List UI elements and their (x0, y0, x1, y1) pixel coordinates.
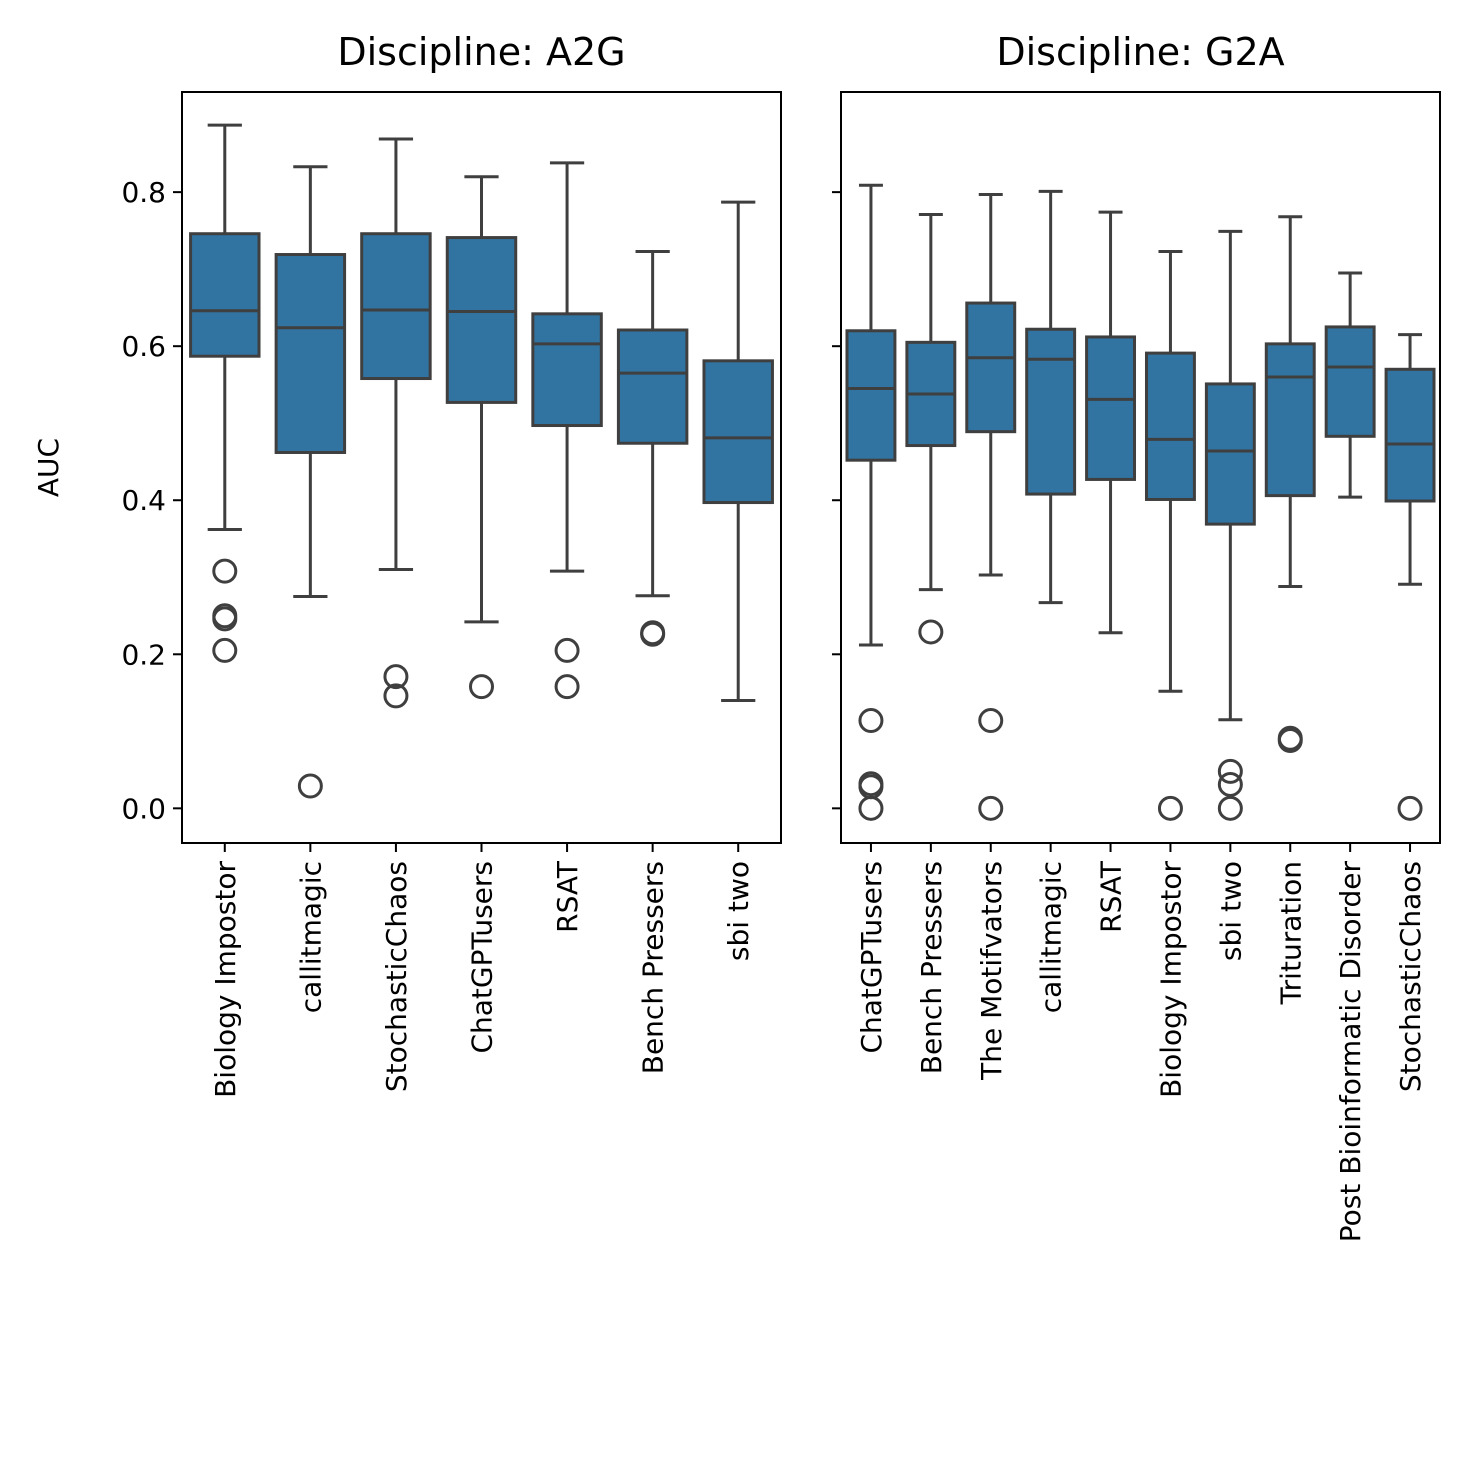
x-tick-label: RSAT (1095, 860, 1128, 933)
x-tick-label: callitmagic (294, 861, 327, 1013)
box-the-motifvators (965, 192, 1017, 821)
box-sbi-two (702, 200, 774, 703)
box-rsat (1085, 210, 1137, 635)
outlier-point (297, 773, 323, 799)
outlier-point (1217, 771, 1243, 797)
x-tick-label: Post Bioinformatic Disorder (1334, 861, 1367, 1243)
box-body (1144, 351, 1196, 501)
outlier-point (212, 637, 238, 663)
box-body (189, 232, 261, 358)
box-body (274, 253, 347, 454)
outlier-point (1397, 795, 1423, 821)
box-body (845, 329, 897, 462)
chart-panel-1: Discipline: A2G AUC 0.0 0.2 0.4 0.6 0.8 Biology… (32, 30, 782, 1098)
box-callitmagic (274, 165, 347, 799)
plot-frame (840, 91, 1441, 844)
box-body (1264, 342, 1316, 498)
x-tick-label: sbi two (1214, 861, 1247, 961)
box-biology-impostor (1144, 249, 1196, 821)
outlier-point (383, 664, 409, 690)
box-stochasticchaos (360, 137, 432, 709)
box-chatgptusers (845, 183, 897, 821)
outlier-point (383, 683, 409, 709)
outlier-point (212, 606, 238, 632)
box-body (445, 236, 518, 404)
box-rsat (531, 161, 603, 700)
y-axis-label: AUC (32, 438, 65, 497)
box-callitmagic (1025, 189, 1077, 605)
outlier-point (1217, 795, 1243, 821)
box-body (1025, 327, 1077, 496)
outlier-point (978, 708, 1004, 734)
box-body (702, 359, 774, 505)
y-tick-label: 0.0 (121, 792, 166, 825)
box-post-bioinformatic-disorder (1324, 271, 1376, 499)
box-body (1085, 335, 1137, 481)
chart-panel-2: Discipline: G2A ChatGPTusers Bench Presser… (832, 30, 1441, 1243)
box-chatgptusers (445, 175, 518, 700)
outlier-point (1277, 728, 1303, 754)
x-tick-label: Bench Pressers (915, 861, 948, 1074)
outlier-point (469, 674, 494, 700)
y-tick-label: 0.6 (121, 330, 166, 363)
box-biology-impostor (189, 123, 261, 663)
outlier-point (212, 558, 238, 584)
outlier-point (1217, 758, 1243, 784)
outlier-point (640, 621, 666, 647)
x-tick-label: Biology Impostor (1154, 861, 1187, 1098)
outlier-point (858, 795, 884, 821)
box-trituration (1264, 215, 1316, 754)
box-stochasticchaos (1384, 333, 1436, 821)
chart-title: Discipline: G2A (996, 30, 1284, 74)
chart-title: Discipline: A2G (337, 30, 625, 74)
x-tick-label: ChatGPTusers (466, 861, 499, 1054)
box-sbi-two (1204, 229, 1256, 821)
x-tick-label: StochasticChaos (380, 861, 413, 1092)
x-tick-label: The Motifvators (975, 861, 1008, 1081)
y-tick-label: 0.4 (121, 484, 166, 517)
x-tick-label: Trituration (1274, 861, 1307, 1005)
box-bench-pressers (905, 212, 957, 645)
x-tick-label: sbi two (722, 861, 755, 961)
outlier-point (554, 637, 580, 663)
outlier-point (978, 795, 1004, 821)
x-tick-label: StochasticChaos (1394, 861, 1427, 1092)
box-body (531, 312, 603, 428)
box-body (616, 328, 689, 445)
box-body (1384, 367, 1436, 503)
outlier-point (858, 708, 884, 734)
y-tick-label: 0.8 (121, 176, 166, 209)
box-bench-pressers (616, 249, 689, 647)
box-body (1204, 382, 1256, 526)
x-tick-label: ChatGPTusers (855, 861, 888, 1054)
box-body (360, 232, 432, 381)
box-body (1324, 325, 1376, 438)
plot-frame (181, 91, 782, 844)
outlier-point (1157, 795, 1183, 821)
outlier-point (918, 619, 944, 645)
y-tick-label: 0.2 (121, 638, 166, 671)
x-tick-label: Biology Impostor (209, 861, 242, 1098)
x-tick-label: RSAT (551, 860, 584, 933)
box-body (965, 301, 1017, 434)
outlier-point (554, 674, 580, 700)
x-tick-label: callitmagic (1035, 861, 1068, 1013)
x-tick-label: Bench Pressers (637, 861, 670, 1074)
